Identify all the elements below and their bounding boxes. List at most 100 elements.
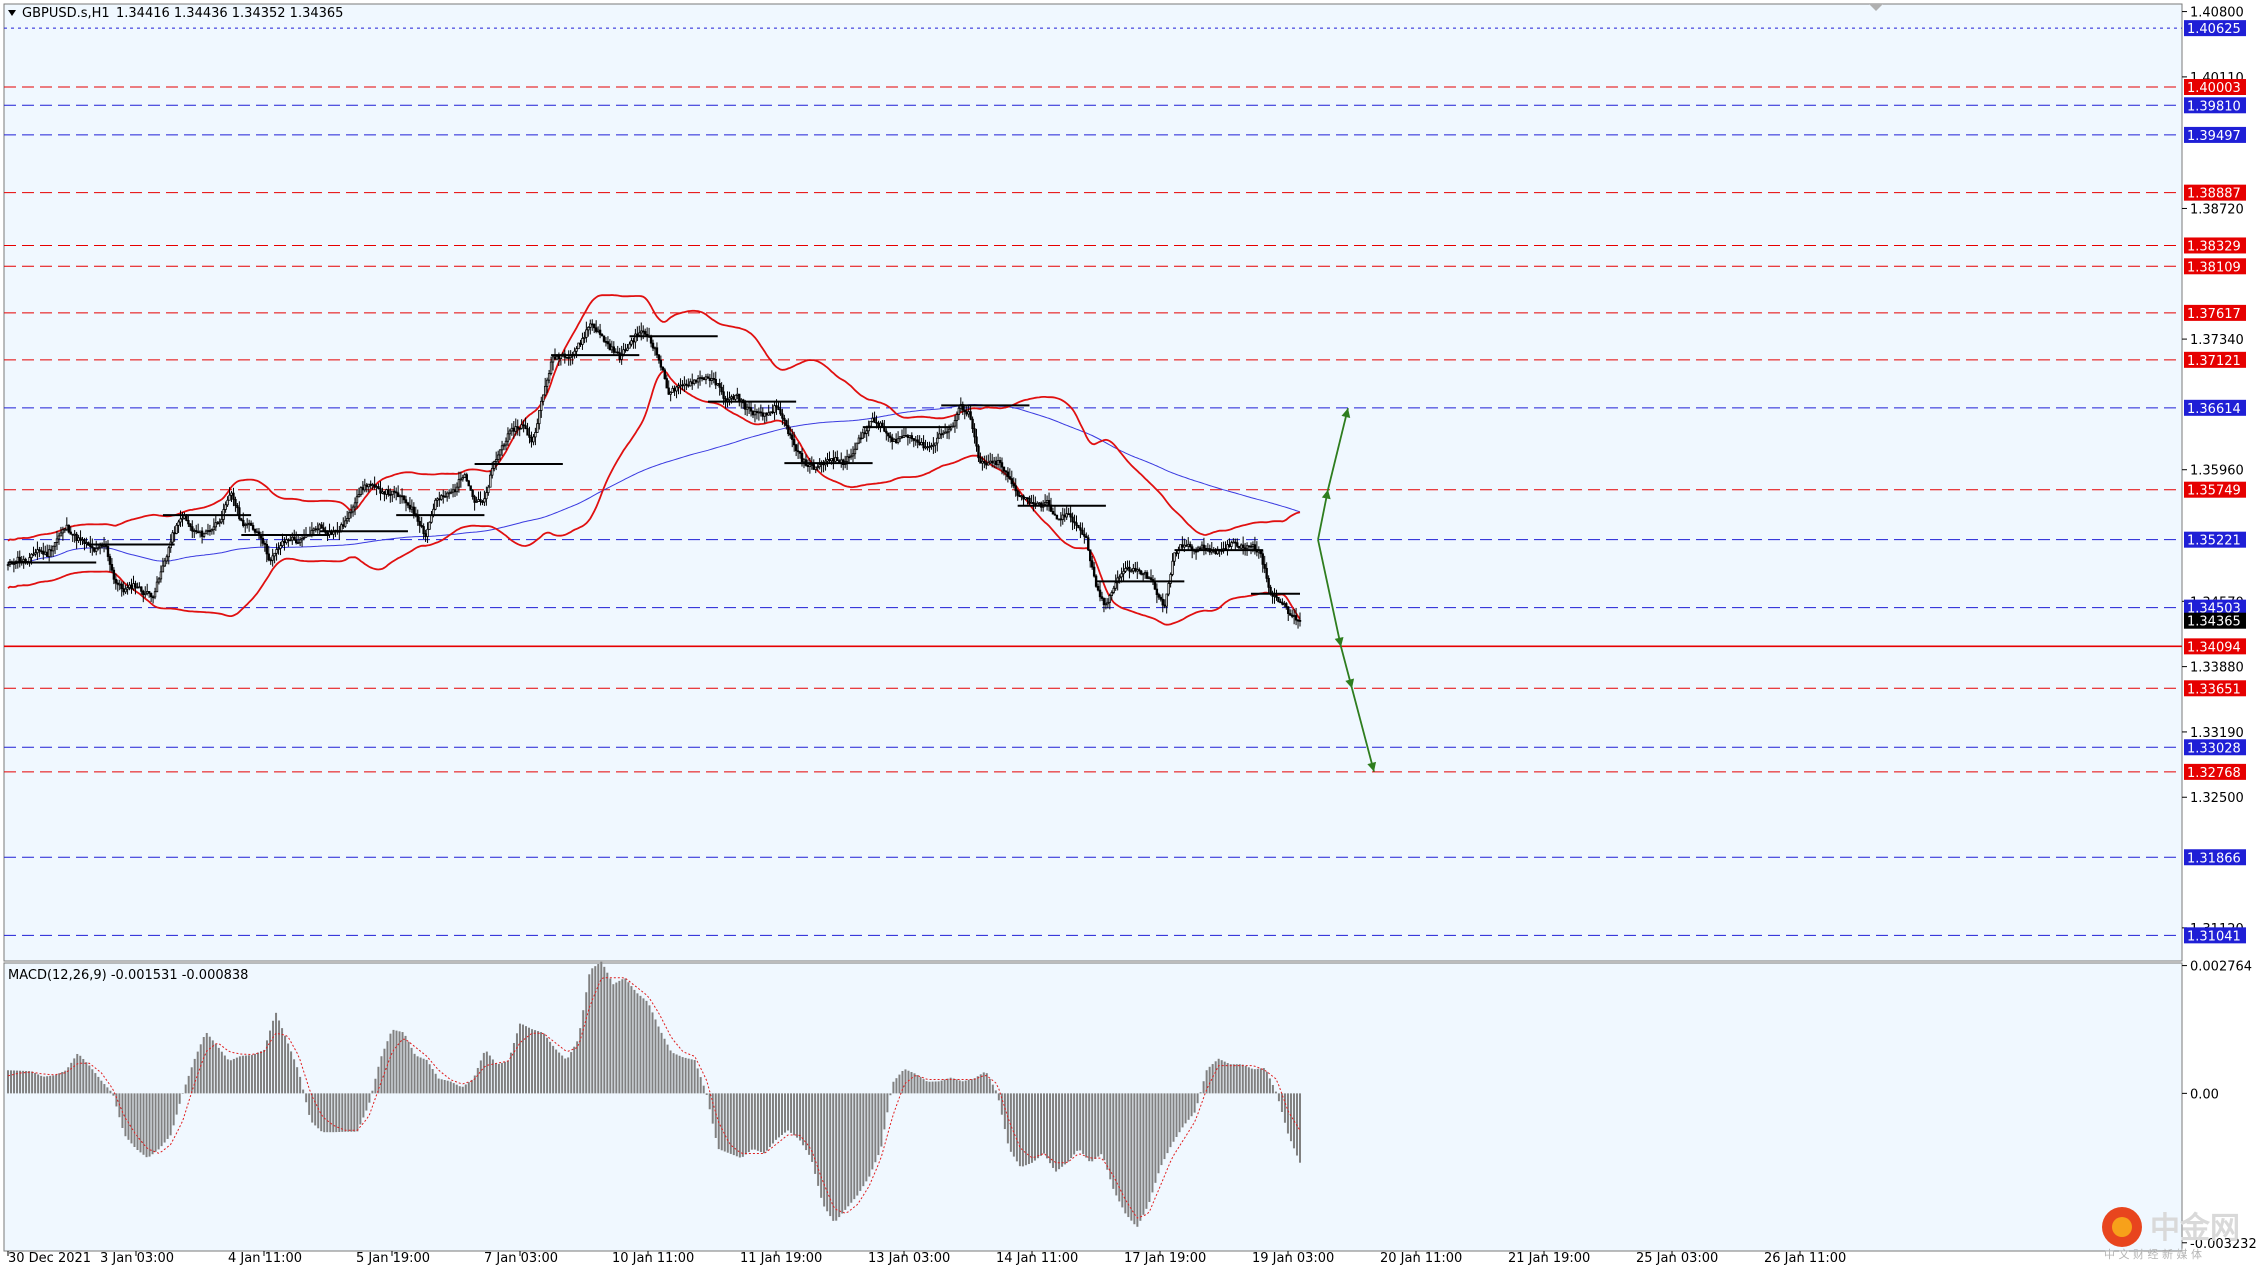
candle-body: [73, 533, 76, 536]
macd-bar: [506, 1060, 509, 1094]
candle-body: [767, 412, 770, 416]
candle-body: [206, 530, 210, 532]
macd-bar: [338, 1093, 341, 1132]
macd-bar: [988, 1078, 991, 1094]
candle-body: [916, 439, 919, 443]
candle-body: [1277, 597, 1280, 603]
candle-body: [998, 460, 1002, 464]
candle-body: [438, 498, 441, 501]
macd-bar: [768, 1093, 771, 1148]
macd-bar: [633, 989, 636, 1094]
candle-body: [1290, 614, 1294, 617]
level-label-text: 1.34094: [2187, 640, 2241, 655]
candle-body: [53, 542, 57, 547]
macd-bar: [16, 1070, 19, 1094]
candle-body: [1096, 585, 1100, 591]
macd-bar: [64, 1070, 67, 1094]
candle-body: [806, 464, 810, 468]
candle-body: [510, 427, 514, 432]
candle-body: [810, 464, 814, 466]
candle-body: [1163, 604, 1166, 607]
candle-body: [653, 347, 657, 350]
main-plot-area[interactable]: [3, 3, 2183, 962]
macd-bar: [1181, 1093, 1184, 1128]
time-tick-label: 30 Dec 2021: [8, 1251, 91, 1266]
time-tick-label: 25 Jan 03:00: [1636, 1251, 1718, 1266]
price-tick-label: 1.33190: [2190, 726, 2244, 741]
macd-bar: [1238, 1064, 1241, 1094]
candle-body: [379, 488, 382, 494]
candle-body: [212, 526, 216, 531]
candle-body: [112, 569, 116, 580]
time-tick-label: 10 Jan 11:00: [612, 1251, 694, 1266]
chart-shift-marker-icon[interactable]: [1869, 4, 1883, 11]
macd-bar: [928, 1081, 931, 1094]
candle-body: [273, 552, 276, 557]
candle-body: [798, 451, 802, 454]
candle-body: [1232, 541, 1235, 544]
candle-body: [594, 327, 598, 332]
macd-bar: [193, 1058, 196, 1094]
signal-line: [7, 977, 1301, 1219]
candle-body: [465, 474, 468, 482]
candle-body: [677, 385, 680, 388]
macd-bar: [579, 1028, 582, 1094]
macd-bar: [567, 1057, 570, 1094]
candle-body: [1253, 544, 1257, 550]
level-label-text: 1.38329: [2187, 239, 2241, 254]
macd-bar: [627, 982, 630, 1094]
candle-body: [1012, 483, 1015, 487]
macd-bar: [1124, 1093, 1127, 1214]
candle-body: [277, 548, 280, 550]
candle-body: [1085, 535, 1088, 539]
macd-bar: [979, 1074, 982, 1094]
macd-bar: [1115, 1093, 1118, 1196]
macd-bar: [1003, 1093, 1006, 1130]
candle-body: [461, 477, 465, 480]
candle-body: [540, 400, 543, 411]
candle-body: [545, 379, 549, 387]
macd-bar: [413, 1053, 416, 1094]
macd-bar: [341, 1093, 344, 1132]
level-label-text: 1.38887: [2187, 187, 2241, 202]
candle-body: [753, 411, 757, 416]
candle-body: [1051, 511, 1055, 515]
candle-body: [269, 559, 272, 562]
macd-bar: [494, 1063, 497, 1094]
macd-bar: [85, 1062, 88, 1094]
candle-body: [357, 494, 361, 498]
macd-bar: [943, 1079, 946, 1094]
macd-bar: [1299, 1093, 1301, 1163]
macd-bar: [317, 1093, 320, 1129]
candle-body: [1010, 478, 1013, 485]
candle-body: [47, 549, 51, 557]
macd-bar: [250, 1055, 253, 1094]
candle-body: [296, 542, 300, 545]
macd-bar: [1021, 1093, 1024, 1167]
candle-body: [1120, 573, 1123, 578]
macd-bar: [534, 1030, 537, 1094]
macd-bar: [464, 1084, 467, 1094]
macd-bar: [37, 1074, 40, 1094]
candle-body: [179, 518, 182, 523]
macd-bar: [521, 1024, 524, 1094]
macd-bar: [187, 1075, 190, 1094]
macd-bar: [642, 998, 645, 1094]
candle-body: [177, 521, 180, 526]
candle-body: [940, 433, 943, 436]
price-tick-label: 1.32500: [2190, 791, 2244, 806]
candle-body: [261, 537, 265, 544]
triangle-down-icon[interactable]: [8, 10, 16, 16]
macd-bar: [100, 1080, 103, 1094]
macd-bar: [1286, 1093, 1289, 1134]
macd-bar: [1277, 1093, 1280, 1102]
macd-bar: [756, 1093, 759, 1151]
macd-bar: [597, 963, 600, 1094]
macd-bar: [497, 1063, 500, 1094]
candle-body: [377, 486, 380, 490]
macd-bar: [1079, 1093, 1082, 1151]
candle-body: [698, 377, 702, 380]
candle-body: [832, 458, 835, 462]
macd-bar: [1000, 1093, 1003, 1115]
